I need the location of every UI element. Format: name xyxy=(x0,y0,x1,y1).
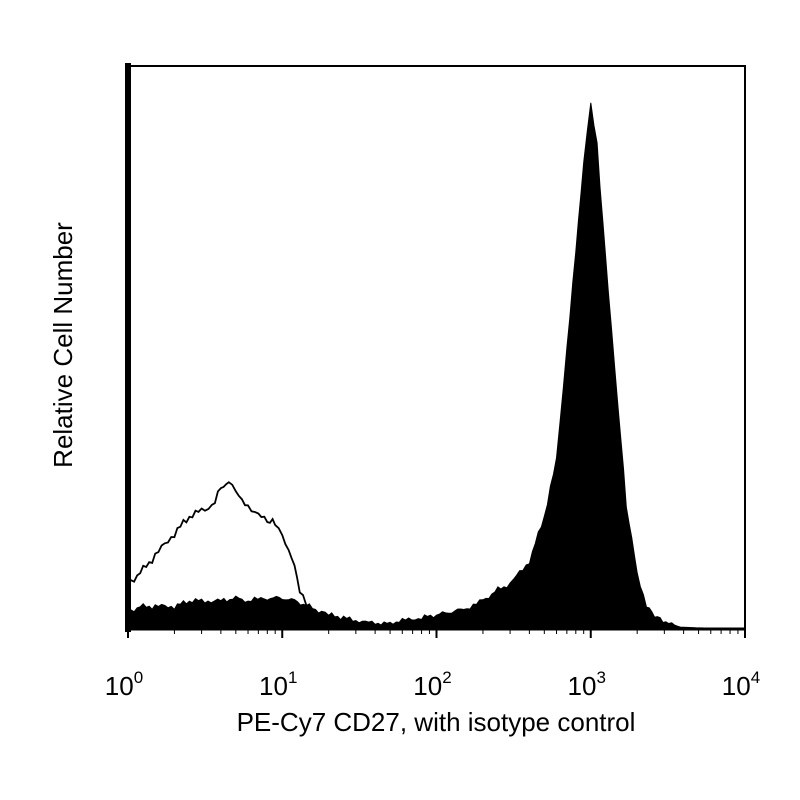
x-tick-label: 100 xyxy=(105,668,143,701)
filled-series-group xyxy=(127,102,746,630)
filled-histogram-series xyxy=(127,102,746,630)
x-tick-label: 101 xyxy=(259,668,297,701)
x-tick-label: 102 xyxy=(413,668,451,701)
x-tick-label: 104 xyxy=(722,668,760,701)
x-tick-label: 103 xyxy=(568,668,606,701)
x-ticks-group: 100 101 102 103 104 xyxy=(105,629,760,701)
plot-frame-thin xyxy=(127,65,746,630)
y-axis-label: Relative Cell Number xyxy=(48,222,78,468)
x-axis-label: PE-Cy7 CD27, with isotype control xyxy=(237,707,636,737)
